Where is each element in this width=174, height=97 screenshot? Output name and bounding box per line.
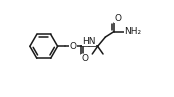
Text: O: O: [115, 14, 122, 23]
Text: O: O: [81, 54, 88, 63]
Text: HN: HN: [82, 37, 96, 46]
Text: O: O: [69, 42, 77, 51]
Text: NH₂: NH₂: [125, 27, 142, 36]
